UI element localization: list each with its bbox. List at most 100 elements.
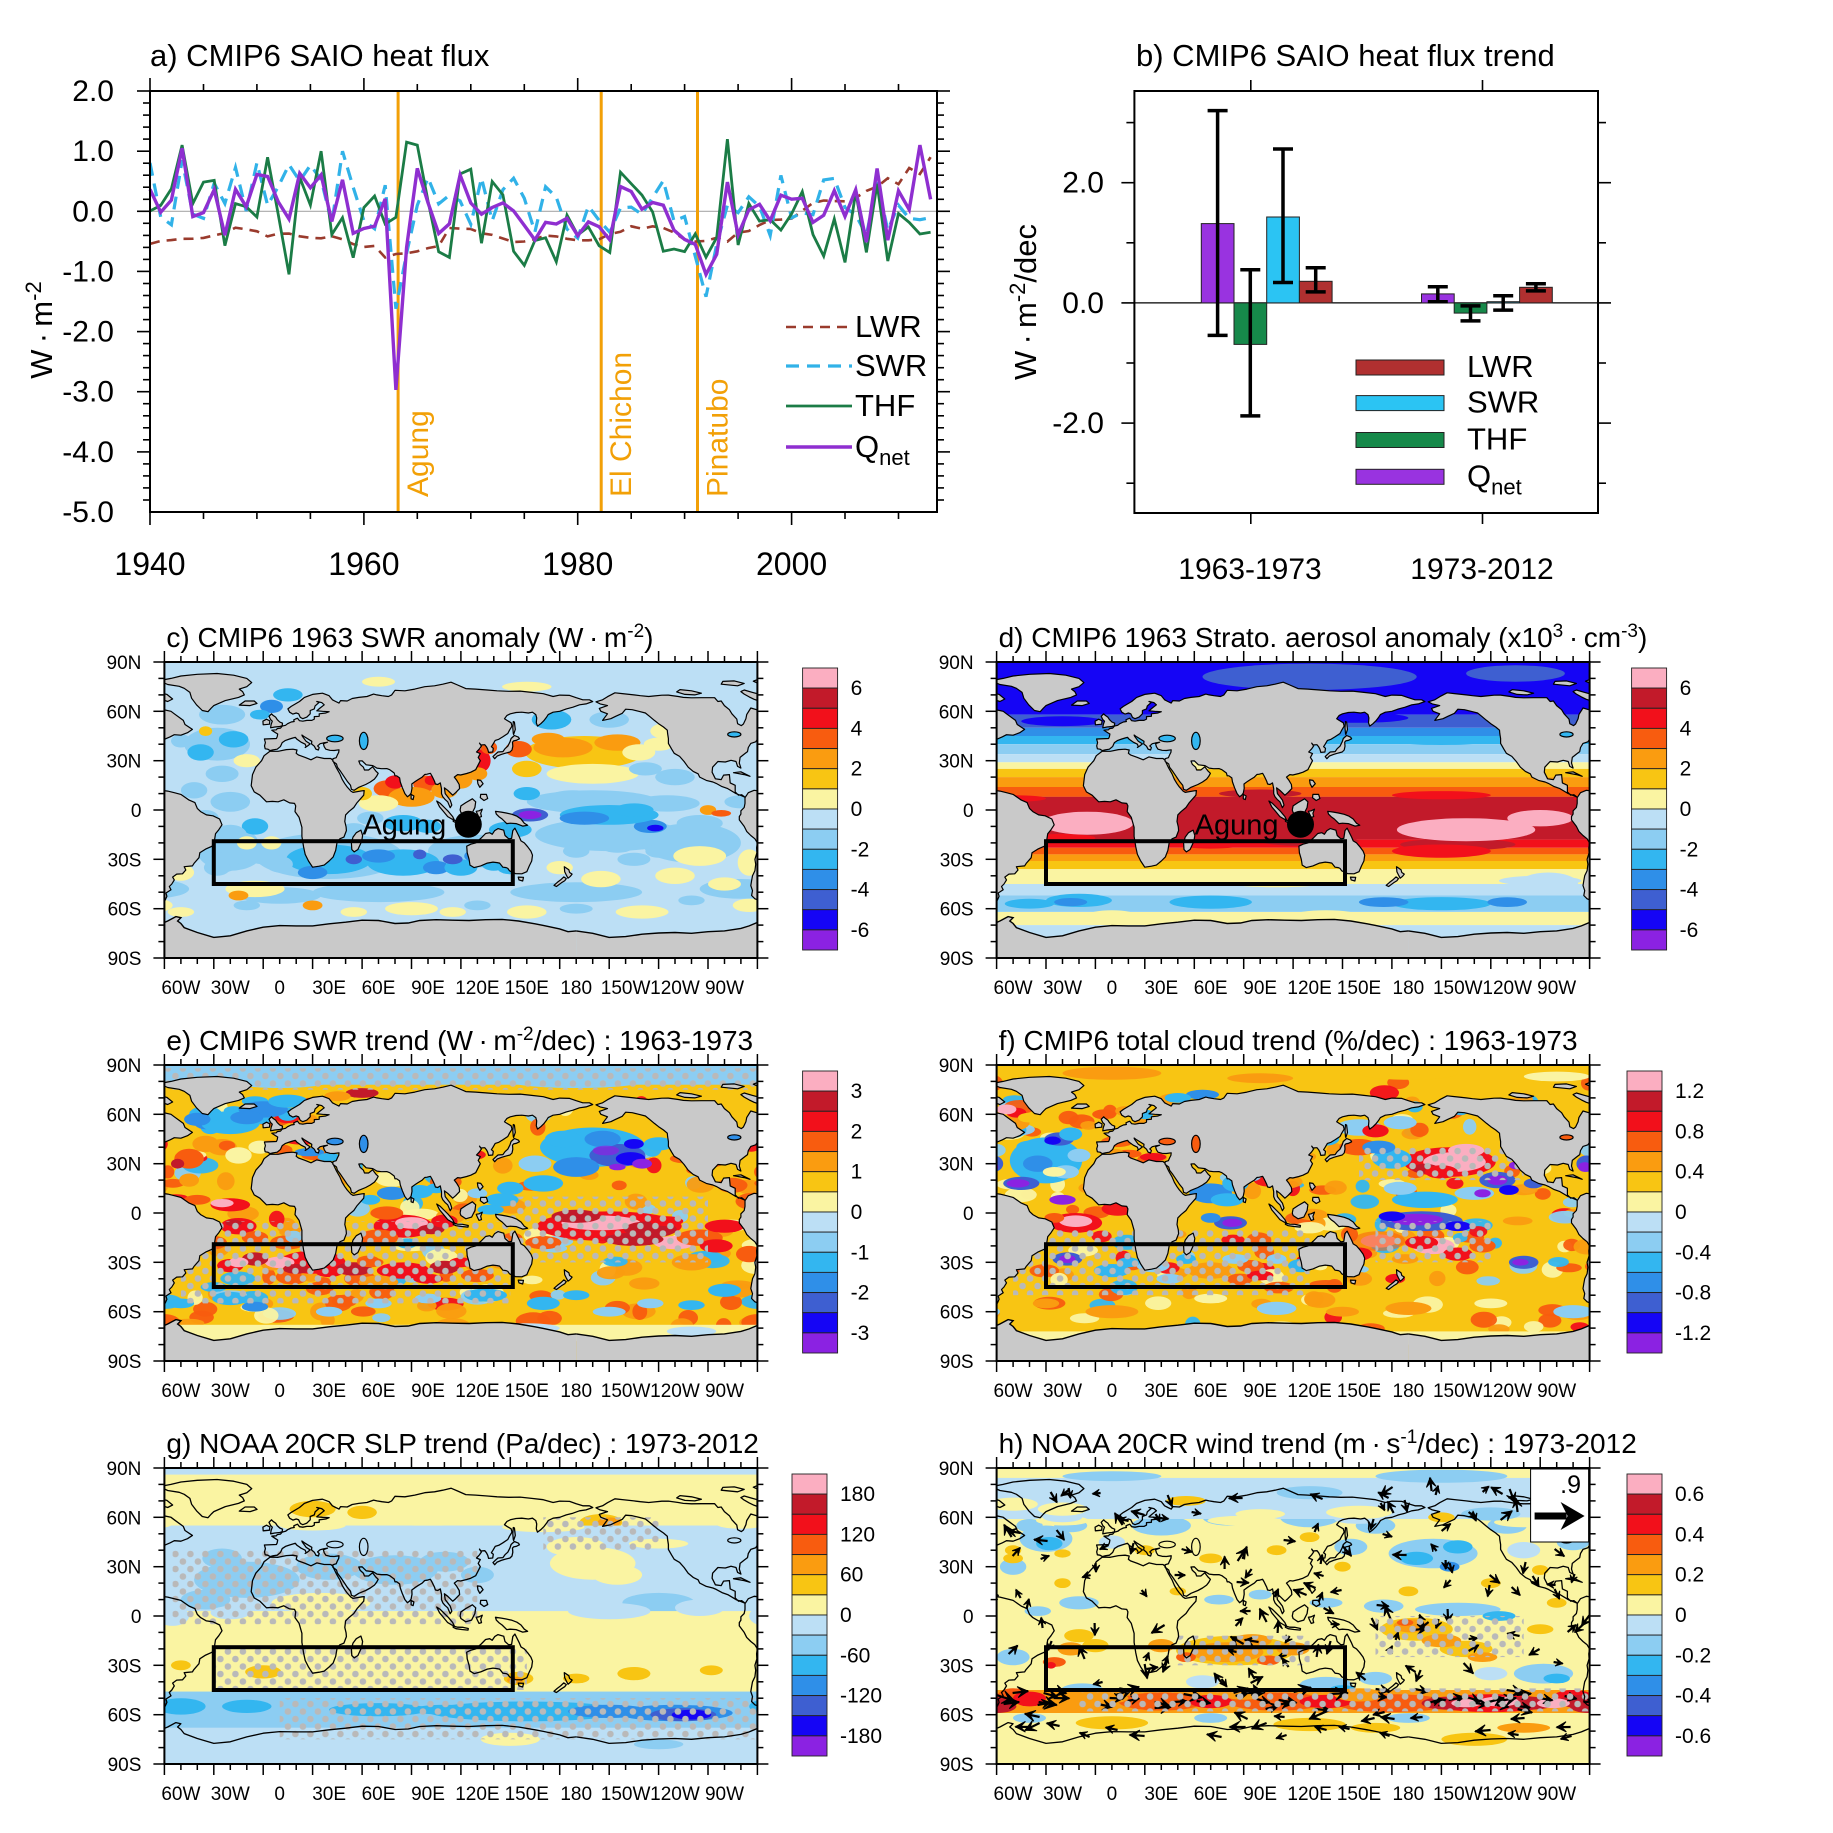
svg-text:Pinatubo: Pinatubo: [701, 379, 734, 497]
svg-text:0: 0: [851, 1201, 863, 1224]
svg-text:120E: 120E: [455, 978, 499, 999]
svg-text:THF: THF: [855, 388, 915, 423]
svg-text:150E: 150E: [1337, 1381, 1381, 1402]
svg-text:-0.4: -0.4: [1675, 1241, 1712, 1264]
svg-text:Agung: Agung: [402, 410, 435, 497]
svg-text:90E: 90E: [411, 1784, 445, 1805]
svg-text:0.4: 0.4: [1675, 1523, 1705, 1546]
svg-text:150E: 150E: [505, 978, 549, 999]
svg-text:a) CMIP6 SAIO heat flux: a) CMIP6 SAIO heat flux: [150, 38, 490, 73]
svg-text:150W: 150W: [601, 1784, 651, 1805]
svg-text:-0.4: -0.4: [1675, 1685, 1712, 1708]
svg-text:120W: 120W: [650, 978, 700, 999]
svg-text:0: 0: [1107, 978, 1118, 999]
svg-text:0: 0: [131, 1204, 142, 1225]
svg-text:0: 0: [1675, 1201, 1687, 1224]
svg-text:30E: 30E: [1144, 1381, 1178, 1402]
svg-text:SWR: SWR: [1467, 385, 1539, 420]
svg-text:90W: 90W: [1537, 1784, 1576, 1805]
svg-text:4: 4: [851, 717, 863, 740]
svg-text:0: 0: [274, 978, 285, 999]
svg-text:30S: 30S: [940, 850, 974, 871]
svg-text:180: 180: [560, 978, 592, 999]
svg-text:90E: 90E: [1243, 978, 1277, 999]
svg-text:150W: 150W: [601, 978, 651, 999]
svg-text:90W: 90W: [1537, 1381, 1576, 1402]
svg-text:d) CMIP6 1963 Strato. aerosol: d) CMIP6 1963 Strato. aerosol anomaly (x…: [999, 621, 1648, 653]
svg-text:120E: 120E: [455, 1381, 499, 1402]
svg-text:90S: 90S: [108, 1352, 142, 1373]
svg-text:30S: 30S: [940, 1253, 974, 1274]
svg-text:e) CMIP6 SWR trend (W · m-2​/d: e) CMIP6 SWR trend (W · m-2​/dec) : 1963…: [166, 1024, 753, 1056]
svg-text:-3.0: -3.0: [62, 376, 114, 409]
svg-text:60E: 60E: [362, 1381, 396, 1402]
svg-text:0: 0: [274, 1784, 285, 1805]
svg-text:30W: 30W: [211, 1381, 250, 1402]
svg-text:30E: 30E: [312, 1784, 346, 1805]
svg-text:-6: -6: [851, 919, 870, 942]
svg-text:-4: -4: [1680, 879, 1699, 902]
svg-text:120: 120: [840, 1523, 875, 1546]
svg-text:30W: 30W: [1043, 978, 1082, 999]
svg-text:1.2: 1.2: [1675, 1080, 1704, 1103]
svg-text:1.0: 1.0: [72, 135, 114, 168]
svg-text:0: 0: [1107, 1784, 1118, 1805]
svg-text:150E: 150E: [505, 1784, 549, 1805]
svg-text:-2.0: -2.0: [62, 316, 114, 349]
svg-text:0.0: 0.0: [1062, 287, 1104, 320]
svg-text:60W: 60W: [994, 1784, 1033, 1805]
svg-text:60W: 60W: [161, 978, 200, 999]
svg-text:120E: 120E: [1287, 1784, 1331, 1805]
svg-text:60E: 60E: [1194, 1381, 1228, 1402]
svg-text:90S: 90S: [108, 949, 142, 970]
svg-text:60N: 60N: [939, 1105, 974, 1126]
svg-text:0: 0: [840, 1604, 852, 1627]
svg-text:-180: -180: [840, 1725, 882, 1748]
svg-text:60S: 60S: [108, 1706, 142, 1727]
svg-text:1973-2012: 1973-2012: [1410, 553, 1553, 586]
svg-text:60N: 60N: [107, 1508, 142, 1529]
svg-text:-4.0: -4.0: [62, 436, 114, 469]
svg-text:6: 6: [1680, 677, 1692, 700]
svg-text:El Chichon: El Chichon: [605, 352, 638, 497]
svg-text:0.8: 0.8: [1675, 1120, 1704, 1143]
svg-text:0: 0: [1680, 798, 1692, 821]
svg-text:-1.2: -1.2: [1675, 1322, 1711, 1345]
svg-text:180: 180: [1393, 1784, 1425, 1805]
svg-text:4: 4: [1680, 717, 1692, 740]
svg-text:-0.2: -0.2: [1675, 1644, 1711, 1667]
svg-text:90W: 90W: [705, 1381, 744, 1402]
svg-text:90N: 90N: [107, 1459, 142, 1480]
svg-text:2: 2: [1680, 758, 1692, 781]
svg-text:30W: 30W: [211, 978, 250, 999]
svg-text:150E: 150E: [1337, 978, 1381, 999]
svg-text:30W: 30W: [1043, 1784, 1082, 1805]
svg-text:2.0: 2.0: [1062, 167, 1104, 200]
svg-text:30N: 30N: [107, 1155, 142, 1176]
svg-text:60N: 60N: [107, 702, 142, 723]
svg-text:60N: 60N: [107, 1105, 142, 1126]
svg-text:1940: 1940: [114, 546, 185, 582]
svg-text:2.0: 2.0: [72, 75, 114, 108]
svg-text:120W: 120W: [1482, 1784, 1532, 1805]
svg-text:150W: 150W: [1433, 978, 1483, 999]
svg-text:30S: 30S: [108, 1656, 142, 1677]
svg-text:1: 1: [851, 1161, 863, 1184]
svg-text:f) CMIP6 total cloud trend (%/: f) CMIP6 total cloud trend (%/dec) : 196…: [999, 1025, 1578, 1056]
svg-text:0.0: 0.0: [72, 195, 114, 228]
svg-text:30N: 30N: [107, 1558, 142, 1579]
svg-text:-60: -60: [840, 1644, 870, 1667]
svg-text:0.4: 0.4: [1675, 1161, 1705, 1184]
svg-text:g) NOAA 20CR SLP trend (Pa/dec: g) NOAA 20CR SLP trend (Pa/dec) : 1973-2…: [166, 1428, 758, 1459]
svg-text:-3: -3: [851, 1322, 870, 1345]
svg-text:150E: 150E: [1337, 1784, 1381, 1805]
svg-text:.9: .9: [1560, 1471, 1581, 1499]
svg-text:c) CMIP6 1963 SWR anomaly (W ·: c) CMIP6 1963 SWR anomaly (W · m-2​): [166, 621, 653, 653]
svg-text:-1: -1: [851, 1241, 870, 1264]
svg-text:90E: 90E: [411, 1381, 445, 1402]
svg-text:120W: 120W: [1482, 1381, 1532, 1402]
svg-text:SWR: SWR: [855, 348, 927, 383]
svg-text:180: 180: [560, 1381, 592, 1402]
svg-text:60S: 60S: [940, 1706, 974, 1727]
svg-text:90W: 90W: [705, 978, 744, 999]
